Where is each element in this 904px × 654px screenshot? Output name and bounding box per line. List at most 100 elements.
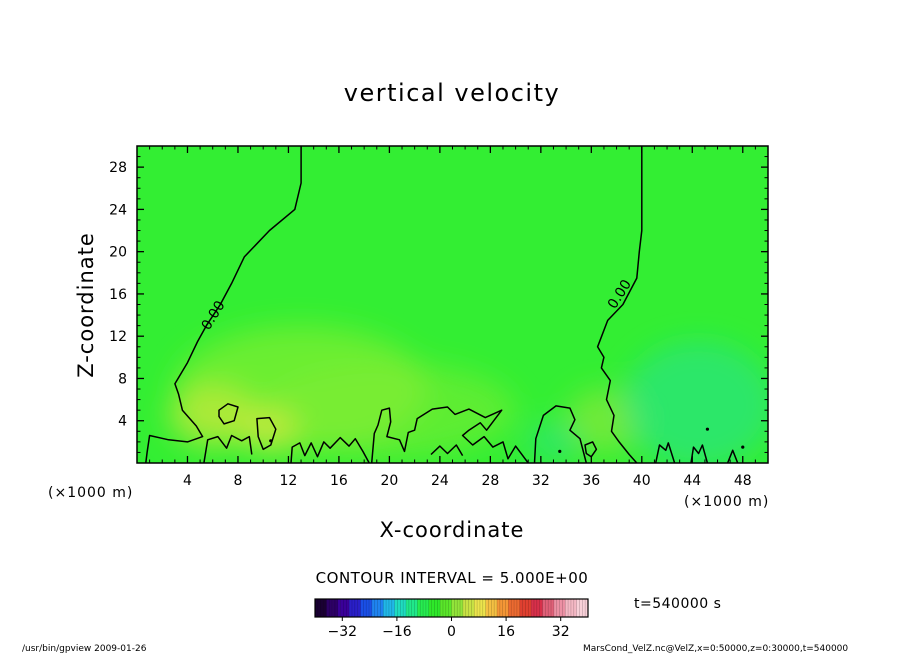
x-tick-label: 36 bbox=[582, 473, 600, 489]
colorbar-cell bbox=[332, 599, 336, 617]
colorbar-cell bbox=[437, 599, 441, 617]
footer-left: /usr/bin/gpview 2009-01-26 bbox=[22, 644, 147, 654]
colorbar-cell bbox=[315, 599, 319, 617]
field-blob bbox=[168, 383, 257, 448]
colorbar-cell bbox=[460, 599, 464, 617]
colorbar-cell bbox=[505, 599, 509, 617]
colorbar-cell bbox=[357, 599, 361, 617]
surface-contour bbox=[290, 436, 370, 463]
colorbar-cell bbox=[451, 599, 455, 617]
colorbar-cell bbox=[394, 599, 398, 617]
colorbar-tick-label: 0 bbox=[447, 624, 456, 640]
colorbar-cell bbox=[519, 599, 523, 617]
colorbar-cell bbox=[576, 599, 580, 617]
colorbar-cell bbox=[334, 599, 339, 617]
colorbar-cell bbox=[522, 599, 526, 617]
colorbar-cell bbox=[511, 599, 515, 617]
colorbar-cell bbox=[553, 599, 558, 617]
colorbar-cell bbox=[423, 599, 427, 617]
colorbar-cell bbox=[508, 599, 512, 617]
colorbar-cell bbox=[462, 599, 467, 617]
x-tick-label: 8 bbox=[233, 473, 242, 489]
x-tick-label: 20 bbox=[380, 473, 398, 489]
surface-contour bbox=[690, 444, 709, 463]
colorbar-cell bbox=[485, 599, 489, 617]
contour-interval: CONTOUR INTERVAL = 5.000E+00 bbox=[316, 569, 589, 587]
y-tick-label: 16 bbox=[109, 287, 127, 303]
colorbar-cell bbox=[479, 599, 484, 617]
surface-contour bbox=[726, 449, 739, 463]
colorbar-cell bbox=[582, 599, 586, 617]
colorbar-cell bbox=[403, 599, 407, 617]
x-axis: 4 8 12 16 20 24 28 32 36 40 44 48 bbox=[149, 146, 756, 489]
colorbar-cell bbox=[363, 599, 367, 617]
colorbar-cell bbox=[465, 599, 469, 617]
time-label: t=540000 s bbox=[634, 596, 721, 612]
zero-contour-right bbox=[596, 146, 643, 463]
colorbar-cell bbox=[386, 599, 390, 617]
colorbar-cell bbox=[366, 599, 370, 617]
colorbar-cell bbox=[320, 599, 324, 617]
x-tick-label: 16 bbox=[330, 473, 348, 489]
x-tick-label: 24 bbox=[431, 473, 449, 489]
colorbar-cell bbox=[411, 599, 415, 617]
chart-title: vertical velocity bbox=[344, 79, 560, 107]
colorbar-cell bbox=[448, 599, 452, 617]
y-axis-title: Z-coordinate bbox=[74, 232, 98, 378]
colorbar-tick-label: −32 bbox=[328, 624, 358, 640]
colorbar-cell bbox=[457, 599, 461, 617]
colorbar-cell bbox=[317, 599, 321, 617]
colorbar-cell bbox=[545, 599, 549, 617]
colorbar-cell bbox=[562, 599, 566, 617]
colorbar-cell bbox=[516, 599, 521, 617]
colorbar-cell bbox=[488, 599, 492, 617]
colorbar-cell bbox=[491, 599, 495, 617]
contour-dot bbox=[558, 449, 562, 453]
colorbar bbox=[314, 598, 589, 618]
colorbar-ticks: −32 −16 0 16 32 bbox=[328, 617, 570, 640]
colorbar-cell bbox=[531, 599, 535, 617]
colorbar-cell bbox=[369, 599, 373, 617]
contour-dot bbox=[269, 439, 273, 443]
y-axis: 4 8 12 16 20 24 28 bbox=[109, 156, 768, 453]
surface-contour bbox=[654, 442, 676, 463]
x-tick-label: 12 bbox=[280, 473, 298, 489]
colorbar-cell bbox=[434, 599, 438, 617]
colorbar-cell bbox=[440, 599, 444, 617]
colorbar-cell bbox=[536, 599, 540, 617]
colorbar-cell bbox=[542, 599, 546, 617]
colorbar-cell bbox=[360, 599, 364, 617]
surface-contour bbox=[533, 405, 588, 463]
colorbar-cell bbox=[482, 599, 486, 617]
colorbar-cell bbox=[568, 599, 572, 617]
colorbar-cell bbox=[400, 599, 404, 617]
colorbar-cell bbox=[417, 599, 421, 617]
colorbar-cell bbox=[442, 599, 447, 617]
x-tick-label: 48 bbox=[734, 473, 752, 489]
colorbar-cell bbox=[340, 599, 344, 617]
closed-contour bbox=[218, 403, 239, 425]
colorbar-cell bbox=[499, 599, 503, 617]
colorbar-cell bbox=[474, 599, 478, 617]
colorbar-cell bbox=[408, 599, 412, 617]
y-tick-label: 8 bbox=[118, 371, 127, 387]
colorbar-cell bbox=[556, 599, 560, 617]
contour-dot bbox=[741, 445, 745, 449]
colorbar-cell bbox=[525, 599, 529, 617]
x-tick-label: 28 bbox=[481, 473, 499, 489]
colorbar-cell bbox=[374, 599, 378, 617]
surface-contour bbox=[430, 444, 464, 456]
y-tick-label: 28 bbox=[109, 160, 127, 176]
colorbar-cell bbox=[371, 599, 376, 617]
contour-dot bbox=[705, 427, 710, 431]
contour-lines bbox=[145, 146, 745, 463]
x-unit-label-left: (×1000 m) bbox=[48, 485, 133, 501]
x-unit-label-right: (×1000 m) bbox=[684, 494, 769, 510]
field-blob bbox=[241, 405, 298, 453]
colorbar-cell bbox=[349, 599, 353, 617]
closed-contour bbox=[584, 441, 598, 458]
colorbar-cell bbox=[343, 599, 347, 617]
colorbar-tick-label: 32 bbox=[552, 624, 570, 640]
zero-contour-left bbox=[145, 146, 302, 463]
y-tick-label: 20 bbox=[109, 245, 127, 261]
